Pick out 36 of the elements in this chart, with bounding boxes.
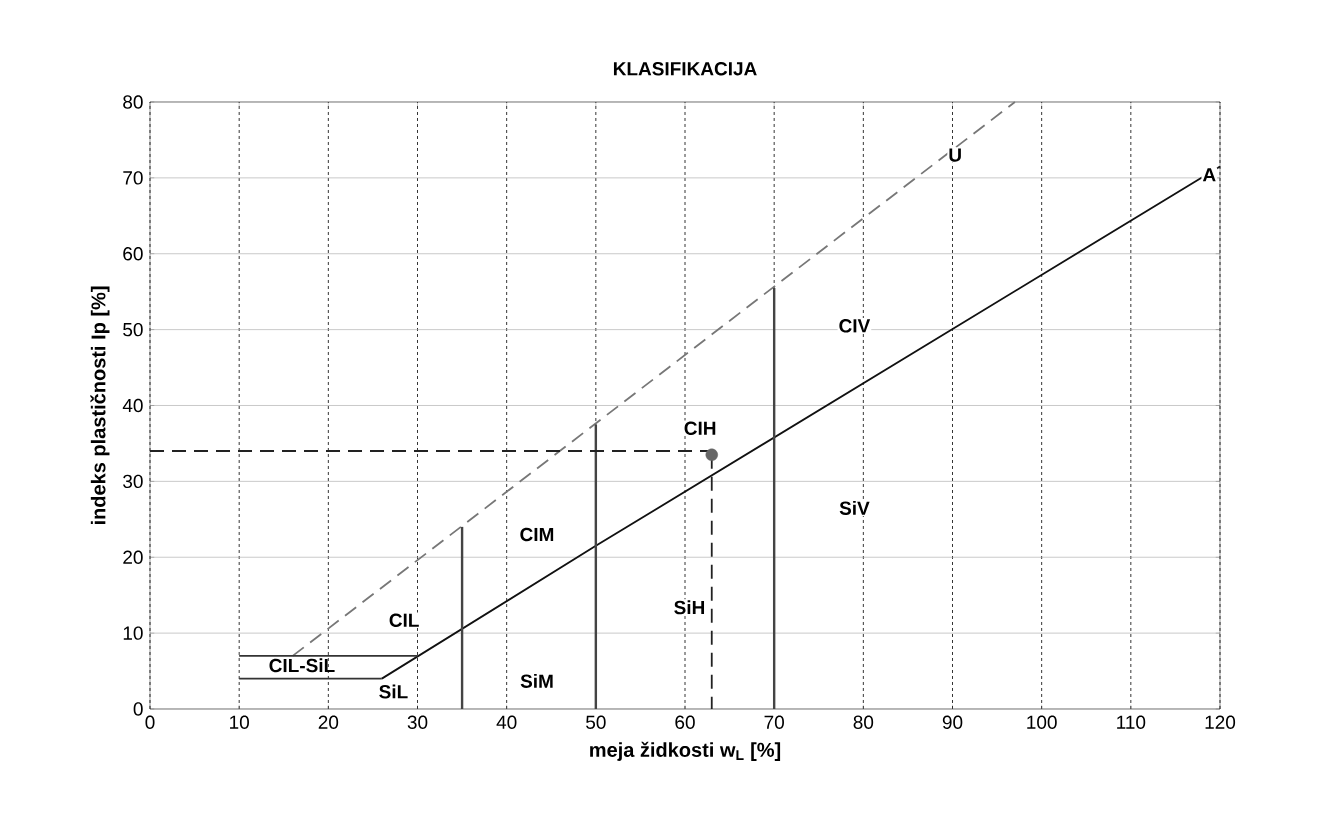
annotation: CIL (389, 613, 419, 627)
y-tick-label: 40 (122, 398, 143, 413)
x-axis-title: meja židkosti w$_{L}$ [%] (590, 741, 781, 761)
y-tick-label: 0 (133, 702, 143, 716)
annotation: U (949, 148, 961, 162)
x-tick-label: 30 (407, 715, 428, 729)
x-tick-label: 70 (764, 715, 784, 729)
x-tick-label: 100 (1027, 715, 1057, 729)
annotation: CIV (839, 319, 871, 333)
annotation: SiM (520, 673, 553, 688)
annotation: CIH (684, 421, 716, 435)
y-tick-label: 70 (123, 171, 143, 185)
annotation: A (1202, 168, 1216, 182)
annotation: SiH (674, 600, 705, 615)
x-tick-label: 110 (1117, 715, 1146, 729)
x-tick-label: 10 (230, 715, 249, 729)
x-tick-label: 90 (942, 715, 963, 729)
y-axis-title: indeks plastičnosti Ip [%] (90, 286, 110, 525)
annotation: CIL-SiL (269, 658, 335, 673)
x-tick-label: 40 (496, 715, 517, 729)
y-tick-label: 50 (123, 322, 143, 337)
x-tick-label: 0 (145, 715, 155, 729)
y-tick-label: 20 (123, 550, 143, 564)
x-tick-label: 60 (675, 715, 695, 729)
y-tick-label: 80 (123, 95, 143, 109)
chart-title: KLASIFIKACIJA (613, 62, 757, 76)
x-tick-label: 80 (853, 715, 874, 729)
y-tick-label: 10 (123, 626, 143, 640)
x-tick-label: 20 (318, 715, 339, 729)
y-tick-label: 60 (123, 247, 143, 261)
x-tick-label: 120 (1205, 715, 1236, 729)
annotation: SiV (839, 500, 870, 515)
annotation: SiL (379, 684, 408, 699)
y-tick-label: 30 (123, 474, 143, 489)
x-tick-label: 50 (586, 715, 606, 729)
annotation: CIM (520, 527, 554, 542)
